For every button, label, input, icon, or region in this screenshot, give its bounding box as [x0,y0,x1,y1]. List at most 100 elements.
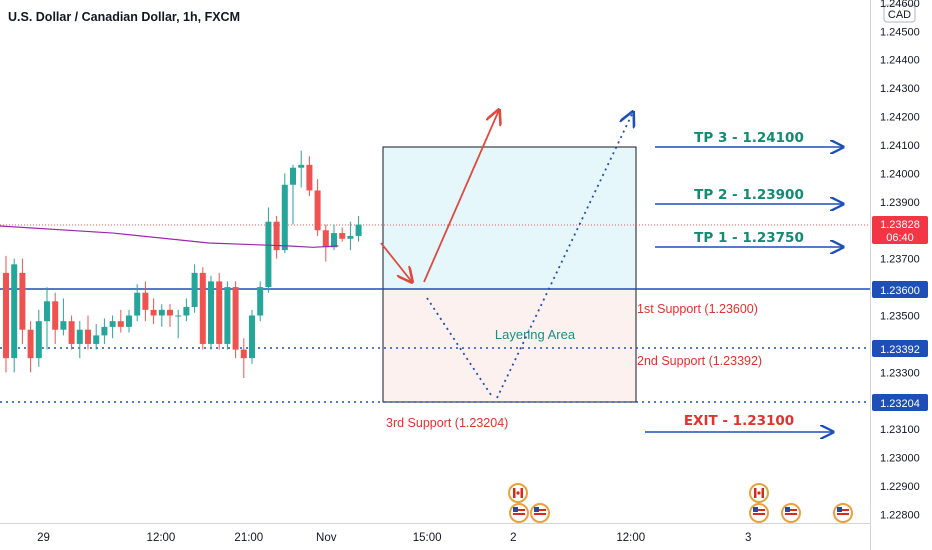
candle-body [191,272,198,307]
level-tag-3: 1.23204 [872,394,928,411]
candle-body [216,281,223,344]
candle-body [224,287,231,344]
tp1-label: TP 1 - 1.23750 [694,230,804,246]
candle [191,264,198,313]
price-tick: 1.24400 [880,55,920,67]
candle-body [249,315,255,359]
candle-body [175,315,182,317]
candle-body [142,292,149,310]
candle-body [273,221,280,251]
red-arrow-up [423,110,499,283]
candle-body [68,321,75,344]
candle-body [339,233,346,239]
candle-body [93,335,100,344]
candle-body [27,329,34,359]
price-tick: 1.24200 [880,112,920,124]
price-tick: 1.24100 [880,140,920,152]
candle [117,309,124,333]
candle [257,281,264,322]
candle-body [44,301,50,322]
candle-body [314,190,321,231]
price-tick: 1.24000 [880,168,920,180]
ca-flag-icon-2[interactable] [749,483,769,503]
candle [60,298,67,336]
us-flag-icon-4[interactable] [781,503,801,523]
us-flag-icon-3[interactable] [749,503,769,523]
candle [101,318,108,344]
candle [52,292,59,344]
candle-body [331,233,337,248]
candle [249,309,255,364]
price-axis[interactable]: 1.24600 1.24500 1.24400 1.24300 1.24200 1.241… [880,0,920,521]
candle [232,281,239,359]
candle [306,156,313,197]
price-tick: 1.23300 [880,367,920,379]
support-3-label: 3rd Support (1.23204) [386,416,508,430]
price-tick: 1.24500 [880,26,920,38]
candle-body [85,329,91,344]
exit-label: EXIT - 1.23100 [684,413,794,429]
time-axis[interactable]: 29 12:00 21:00 Nov 15:00 2 12:00 3 [37,532,751,544]
candle-body [208,281,214,344]
price-tick: 1.23000 [880,453,920,465]
candle-body [322,230,329,248]
candle [347,221,354,251]
candle [281,173,288,253]
candle-body [167,309,173,316]
level-tag-1-text: 1.23600 [880,285,920,297]
candle [158,304,165,327]
candle-body [126,315,132,327]
price-tick: 1.23100 [880,424,920,436]
support-2-label: 2nd Support (1.23392) [637,354,762,368]
price-tick: 1.24300 [880,83,920,95]
countdown-text: 06:40 [886,232,914,244]
candle [240,338,247,379]
candle [76,321,83,359]
moving-average-line [0,225,339,248]
candle [126,309,132,333]
candle [27,321,34,373]
candle-body [265,221,272,288]
candle-body [281,184,288,251]
level-tag-2-text: 1.23392 [880,344,920,356]
candle [44,287,50,350]
candle-body [134,292,141,316]
current-price-tag: 1.23828 06:40 [872,216,928,244]
candle-body [158,309,165,316]
level-tag-2: 1.23392 [872,340,928,357]
target-zone-box [382,146,637,290]
candle-body [35,321,42,359]
candle [109,315,116,339]
red-arrow-down [380,242,412,282]
candle [68,315,75,350]
layering-zone-box [382,288,637,403]
candle-body [347,235,354,239]
candle-body [52,301,59,330]
candle [199,267,206,350]
us-flag-icon-5[interactable] [833,503,853,523]
time-tick: 3 [745,532,751,544]
candle-body [3,272,9,359]
time-tick: 2 [510,532,516,544]
time-tick: 15:00 [413,532,442,544]
time-tick: Nov [316,532,337,544]
ca-flag-icon[interactable] [508,483,528,503]
us-flag-icon[interactable] [509,503,529,523]
candle-body [117,321,124,327]
price-tick: 1.22800 [880,509,920,521]
candle-body [298,164,305,168]
price-tick: 1.24600 [880,0,920,10]
candle [273,216,280,259]
support-1-label: 1st Support (1.23600) [637,302,758,316]
candle [142,281,149,322]
current-price-text: 1.23828 [880,219,920,231]
candle-body [306,164,313,191]
time-tick: 12:00 [616,532,645,544]
currency-badge[interactable]: CAD [883,4,916,23]
candle [298,150,305,188]
candle [85,315,91,350]
time-tick: 21:00 [234,532,263,544]
candle-body [232,287,239,350]
us-flag-icon-2[interactable] [530,503,550,523]
